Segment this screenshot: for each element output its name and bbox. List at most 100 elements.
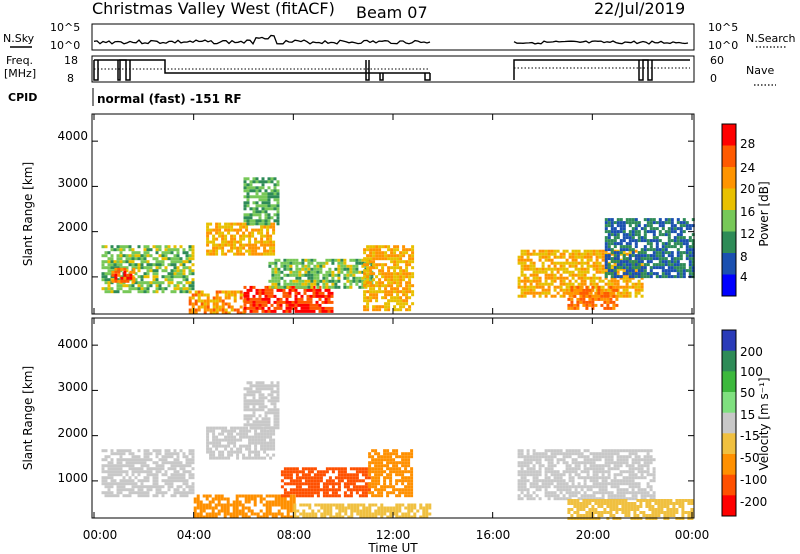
heatmap-cell: [113, 248, 117, 252]
heatmap-cell: [176, 266, 180, 270]
heatmap-cell: [143, 260, 147, 264]
heatmap-cell: [233, 290, 237, 294]
heatmap-cell: [368, 509, 372, 513]
heatmap-cell: [517, 497, 521, 501]
heatmap-cell: [610, 257, 614, 261]
heatmap-cell: [649, 254, 653, 258]
heatmap-cell: [132, 267, 136, 271]
heatmap-cell: [595, 288, 599, 292]
heatmap-cell: [128, 287, 132, 291]
heatmap-cell: [562, 488, 566, 492]
heatmap-cell: [634, 245, 638, 249]
heatmap-cell: [283, 482, 287, 486]
heatmap-cell: [104, 254, 108, 258]
heatmap-cell: [319, 279, 323, 283]
heatmap-cell: [128, 263, 132, 267]
heatmap-cell: [579, 291, 583, 295]
heatmap-cell: [209, 453, 213, 457]
heatmap-cell: [110, 290, 114, 294]
heatmap-cell: [601, 482, 605, 486]
heatmap-cell: [227, 302, 231, 306]
heatmap-cell: [395, 515, 399, 519]
heatmap-cell: [413, 503, 417, 507]
heatmap-cell: [132, 276, 136, 280]
heatmap-cell: [392, 506, 396, 510]
heatmap-cell: [404, 467, 408, 471]
heatmap-cell: [137, 461, 141, 465]
heatmap-cell: [637, 233, 641, 237]
heatmap-cell: [134, 254, 138, 258]
heatmap-cell: [364, 485, 368, 489]
heatmap-cell: [337, 273, 341, 277]
heatmap-cell: [612, 508, 616, 511]
heatmap-cell: [364, 473, 368, 477]
nsearch-label: N.Search: [746, 32, 796, 45]
heatmap-cell: [604, 266, 608, 270]
heatmap-cell: [404, 485, 408, 489]
heatmap-cell: [221, 246, 225, 250]
heatmap-cell: [643, 461, 647, 465]
heatmap-cell: [646, 275, 650, 279]
heatmap-cell: [307, 485, 311, 489]
heatmap-cell: [363, 251, 367, 255]
heatmap-cell: [140, 467, 144, 471]
heatmap-cell: [398, 461, 402, 465]
heatmap-cell: [276, 180, 280, 184]
heatmap-cell: [134, 491, 138, 495]
heatmap-cell: [625, 479, 629, 483]
heatmap-cell: [185, 257, 189, 261]
heatmap-cell: [371, 515, 375, 519]
heatmap-cell: [235, 500, 239, 504]
heatmap-cell: [643, 227, 647, 231]
heatmap-cell: [401, 476, 405, 480]
heatmap-cell: [372, 263, 376, 267]
heatmap-cell: [610, 252, 614, 256]
heatmap-cell: [387, 269, 391, 273]
heatmap-cell: [280, 494, 284, 498]
heatmap-cell: [592, 461, 596, 465]
heatmap-cell: [609, 514, 613, 517]
heatmap-cell: [211, 497, 215, 501]
heatmap-cell: [648, 505, 652, 508]
heatmap-cell: [272, 438, 276, 442]
heatmap-cell: [643, 218, 647, 222]
heatmap-cell: [218, 234, 222, 238]
heatmap-cell: [227, 456, 231, 460]
heatmap-cell: [122, 284, 126, 288]
heatmap-cell: [254, 252, 258, 256]
heatmap-cell: [140, 266, 144, 270]
heatmap-cell: [252, 393, 256, 397]
heatmap-cell: [631, 236, 635, 240]
heatmap-cell: [276, 201, 280, 205]
heatmap-cell: [392, 509, 396, 513]
heatmap-cell: [264, 204, 268, 208]
heatmap-cell: [126, 276, 130, 280]
heatmap-cell: [630, 502, 634, 505]
heatmap-cell: [520, 252, 524, 256]
heatmap-cell: [646, 230, 650, 234]
heatmap-cell: [679, 227, 683, 231]
heatmap-cell: [259, 500, 263, 504]
heatmap-cell: [143, 452, 147, 456]
heatmap-cell: [615, 288, 619, 292]
heatmap-cell: [268, 494, 272, 498]
heatmap-cell: [691, 233, 695, 237]
heatmap-cell: [349, 279, 353, 283]
heatmap-cell: [255, 303, 259, 307]
heatmap-cell: [252, 390, 256, 394]
heatmap-cell: [661, 221, 665, 225]
heatmap-cell: [688, 245, 692, 249]
heatmap-cell: [523, 455, 527, 459]
heatmap-cell: [681, 499, 685, 502]
heatmap-cell: [259, 494, 263, 498]
heatmap-cell: [386, 515, 390, 519]
heatmap-cell: [266, 432, 270, 436]
heatmap-cell: [610, 218, 614, 222]
heatmap-cell: [655, 245, 659, 249]
heatmap-cell: [306, 303, 310, 307]
heatmap-cell: [256, 512, 260, 516]
heatmap-cell: [378, 254, 382, 258]
heatmap-cell: [295, 491, 299, 495]
heatmap-cell: [143, 275, 147, 279]
heatmap-cell: [594, 303, 598, 307]
